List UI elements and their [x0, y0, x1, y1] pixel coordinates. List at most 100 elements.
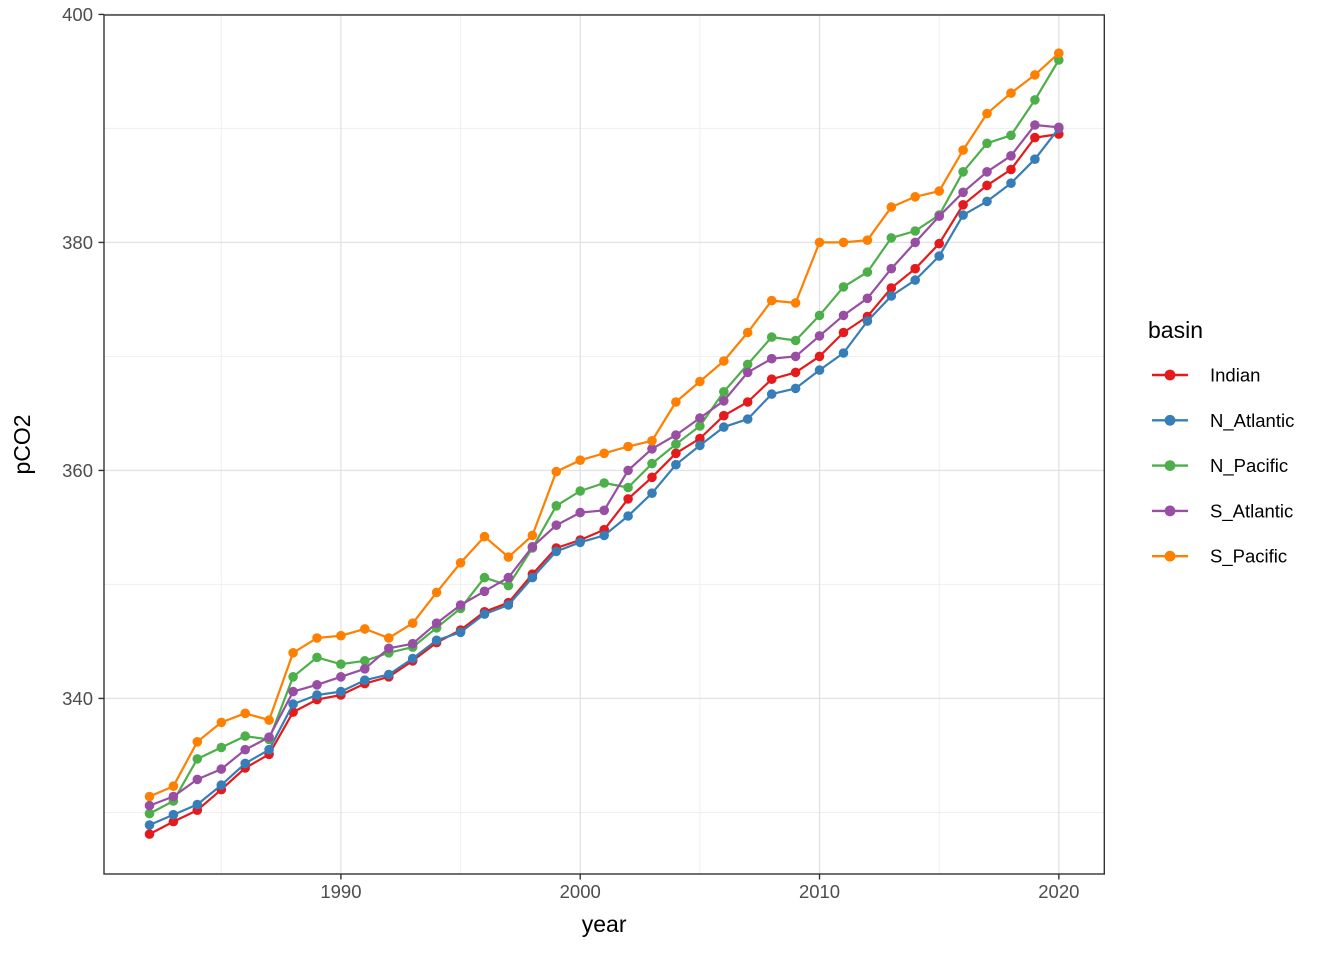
data-point [671, 448, 681, 459]
data-point [599, 478, 609, 488]
data-point [312, 652, 322, 663]
data-point [503, 580, 514, 591]
data-point [168, 809, 179, 820]
data-point [240, 744, 250, 755]
y-tick-label: 400 [62, 4, 93, 25]
data-point [431, 635, 442, 646]
data-point [766, 389, 777, 399]
data-point [982, 108, 992, 119]
data-point [886, 283, 897, 293]
legend-key-point [1164, 460, 1176, 471]
data-point [575, 455, 585, 466]
data-point [192, 799, 203, 810]
data-point [336, 672, 346, 682]
data-point [455, 600, 466, 610]
data-point [360, 624, 370, 634]
data-point [407, 638, 418, 649]
data-point [766, 332, 777, 342]
data-point [1006, 88, 1016, 98]
data-point [766, 374, 777, 385]
data-point [168, 791, 179, 802]
data-point [862, 267, 873, 277]
y-tick-label: 360 [62, 460, 93, 481]
data-point [958, 145, 968, 155]
data-point [312, 690, 322, 700]
legend-label: S_Atlantic [1210, 500, 1293, 522]
data-point [647, 458, 657, 469]
data-point [551, 501, 562, 511]
data-point [862, 316, 873, 326]
legend-key-point [1164, 505, 1176, 517]
data-point [1054, 55, 1064, 65]
legend: basin Indian N_Atlantic N_Pacific S_Atlantic… [1148, 317, 1294, 568]
data-point [790, 383, 801, 394]
data-point [551, 520, 562, 530]
data-point [623, 465, 633, 476]
data-point [790, 367, 801, 378]
data-point [192, 737, 203, 747]
data-point [910, 237, 920, 248]
data-point [455, 558, 466, 568]
data-point [384, 643, 394, 654]
data-point [671, 430, 681, 440]
data-point [958, 167, 968, 177]
data-point [312, 633, 322, 643]
data-point [742, 397, 753, 407]
legend-key-point [1164, 369, 1176, 381]
data-point [1030, 154, 1040, 164]
data-point [336, 686, 346, 697]
data-point [814, 237, 825, 248]
y-axis-title: pCO2 [9, 414, 35, 474]
data-point [958, 187, 968, 198]
legend-label: N_Pacific [1210, 455, 1288, 477]
data-point [623, 441, 633, 452]
data-point [695, 433, 705, 444]
data-point [264, 715, 274, 725]
data-point [982, 180, 992, 191]
legend-key-point [1164, 414, 1176, 426]
minor-gridlines [104, 15, 1105, 874]
legend-item-N_Atlantic: N_Atlantic [1152, 410, 1294, 432]
data-point [168, 781, 179, 791]
data-point [647, 488, 657, 499]
x-tick-label: 2010 [799, 881, 840, 902]
data-point [240, 758, 250, 769]
data-point [1054, 48, 1064, 58]
legend-item-S_Pacific: S_Pacific [1152, 546, 1287, 568]
plot-panel [104, 15, 1105, 874]
data-point [934, 186, 944, 196]
data-point [886, 202, 897, 212]
data-point [503, 600, 514, 610]
y-tick-label: 340 [62, 688, 93, 709]
data-point [766, 295, 777, 306]
data-point [479, 586, 490, 597]
data-point [790, 298, 801, 308]
data-point [216, 780, 227, 790]
data-point [240, 708, 250, 719]
data-point [360, 675, 370, 685]
legend-key-point [1164, 550, 1176, 562]
data-point [671, 397, 681, 407]
data-point [790, 351, 801, 362]
data-point [479, 609, 490, 619]
data-point [647, 472, 657, 483]
data-point [192, 774, 203, 785]
data-point [695, 421, 705, 431]
x-tick-label: 2020 [1038, 881, 1079, 902]
data-point [216, 764, 227, 774]
data-point [527, 530, 538, 541]
data-point [934, 238, 944, 249]
data-point [360, 656, 370, 666]
data-point [479, 572, 490, 583]
data-point [503, 572, 514, 583]
data-point [934, 251, 944, 261]
data-point [695, 440, 705, 451]
data-point [766, 353, 777, 364]
data-point [623, 482, 633, 493]
data-point [288, 648, 298, 658]
data-point [527, 542, 538, 552]
data-point [216, 742, 227, 753]
legend-item-N_Pacific: N_Pacific [1152, 455, 1288, 477]
data-point [719, 356, 729, 366]
